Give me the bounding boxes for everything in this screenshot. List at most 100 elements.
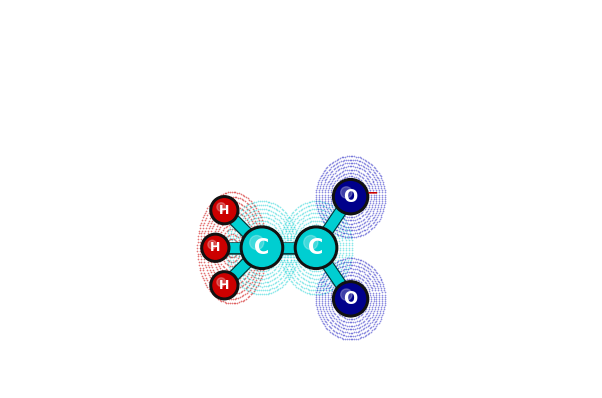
Point — [300, 240, 309, 246]
Point — [249, 274, 259, 281]
Point — [262, 244, 272, 251]
Point — [374, 294, 384, 300]
Point — [252, 253, 262, 259]
Point — [364, 275, 374, 281]
Point — [320, 172, 330, 178]
Point — [341, 247, 351, 254]
Point — [216, 192, 226, 198]
Point — [356, 205, 366, 211]
Point — [241, 279, 251, 285]
Point — [349, 302, 358, 308]
Point — [294, 281, 304, 287]
Point — [350, 217, 360, 223]
Point — [299, 205, 309, 211]
Point — [272, 231, 281, 237]
Point — [323, 189, 333, 196]
Point — [212, 284, 222, 290]
Point — [305, 287, 314, 293]
Point — [311, 229, 321, 235]
Point — [304, 290, 314, 297]
Point — [351, 181, 361, 188]
Point — [320, 199, 330, 206]
Point — [242, 258, 252, 265]
Point — [341, 263, 350, 270]
Point — [217, 212, 226, 218]
Point — [307, 250, 317, 257]
Point — [347, 254, 356, 261]
Point — [324, 264, 334, 271]
Point — [216, 242, 225, 248]
Point — [342, 181, 352, 187]
Point — [227, 242, 237, 248]
Point — [252, 242, 261, 248]
Point — [351, 298, 361, 305]
Point — [287, 237, 296, 244]
Point — [242, 231, 252, 237]
Point — [225, 295, 234, 302]
Point — [294, 252, 303, 258]
Point — [321, 185, 330, 191]
Point — [329, 323, 338, 330]
Circle shape — [213, 274, 236, 297]
Point — [291, 278, 300, 285]
Point — [373, 316, 382, 322]
Text: −: − — [367, 185, 378, 199]
Point — [231, 254, 241, 261]
Point — [245, 230, 255, 237]
Point — [326, 198, 335, 204]
Point — [341, 300, 351, 306]
Point — [326, 328, 335, 335]
Point — [353, 336, 362, 342]
Point — [232, 212, 241, 218]
Point — [337, 296, 347, 302]
Point — [327, 268, 337, 275]
Point — [343, 254, 353, 261]
Point — [253, 198, 263, 205]
Point — [337, 224, 346, 230]
Point — [288, 209, 298, 215]
Point — [232, 230, 242, 237]
Point — [199, 256, 209, 262]
Point — [227, 272, 237, 279]
Point — [359, 262, 368, 268]
Point — [300, 217, 310, 223]
Point — [338, 318, 347, 324]
Point — [250, 227, 260, 233]
Point — [315, 187, 324, 193]
Point — [371, 200, 380, 206]
Point — [230, 236, 240, 243]
Point — [202, 233, 212, 240]
Point — [248, 206, 258, 213]
Point — [226, 203, 236, 209]
Point — [275, 244, 285, 251]
Point — [198, 264, 208, 271]
Point — [371, 287, 380, 294]
Point — [290, 240, 300, 246]
Point — [328, 217, 338, 223]
Point — [285, 254, 295, 261]
Point — [228, 263, 237, 270]
Point — [239, 204, 249, 211]
Point — [242, 273, 252, 280]
Point — [252, 284, 261, 290]
Point — [360, 219, 370, 225]
Point — [326, 200, 336, 206]
Point — [377, 202, 386, 208]
Point — [361, 306, 370, 312]
Point — [337, 168, 347, 175]
Point — [362, 207, 371, 214]
Point — [199, 277, 209, 284]
Point — [216, 271, 226, 278]
Point — [238, 277, 247, 284]
Point — [290, 244, 300, 251]
Point — [248, 265, 258, 271]
Point — [300, 281, 310, 287]
Point — [292, 215, 302, 221]
Point — [273, 235, 283, 242]
Point — [346, 323, 355, 329]
Point — [252, 210, 262, 217]
Point — [355, 185, 365, 192]
Point — [349, 220, 359, 226]
Point — [311, 298, 321, 304]
Point — [344, 289, 353, 296]
